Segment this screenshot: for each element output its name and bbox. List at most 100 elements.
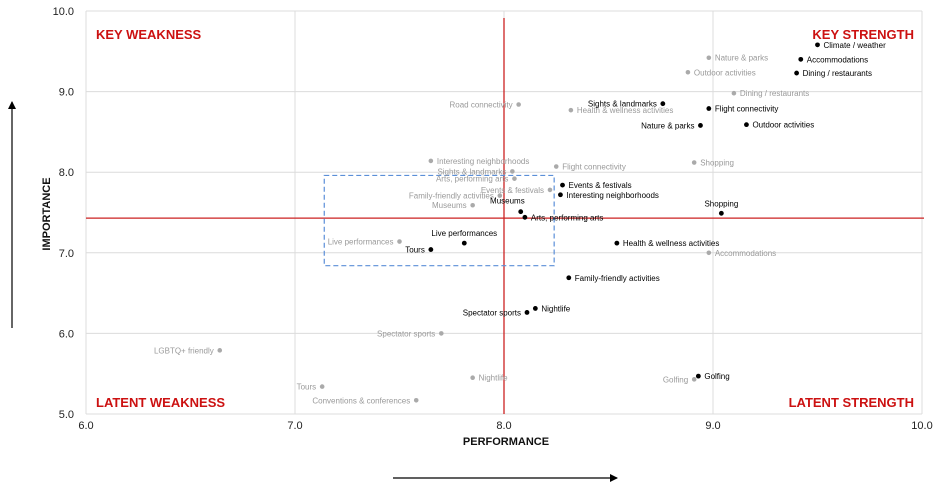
x-tick-label: 6.0: [78, 420, 93, 432]
series-layer: Nature & parks Outdoor activities Dining /…: [154, 41, 886, 405]
data-label: Conventions & conferences: [312, 396, 410, 405]
data-label: Golfing: [663, 375, 688, 384]
data-point: [614, 240, 620, 246]
data-point: [547, 187, 553, 193]
data-label: Events & festivals: [481, 186, 544, 195]
data-point: [522, 214, 528, 220]
data-label: Spectator sports: [377, 329, 435, 338]
data-point: [794, 70, 799, 76]
data-point: [560, 182, 565, 188]
data-point: [706, 250, 712, 256]
data-point: [217, 348, 223, 353]
data-label: Golfing: [704, 372, 729, 381]
data-point: [510, 169, 515, 174]
data-label: Flight connectivity: [562, 163, 626, 172]
data-point: [744, 122, 749, 128]
data-point: [512, 176, 517, 181]
data-label: Family-friendly activities: [575, 274, 660, 283]
y-tick-label: 9.0: [59, 87, 74, 99]
data-label: Arts, performing arts: [436, 175, 508, 184]
data-label: Nature & parks: [715, 54, 768, 63]
data-point: [660, 101, 666, 107]
highlight-box-layer: [323, 174, 555, 267]
x-tick-label: 7.0: [287, 420, 302, 432]
reference-lines: [86, 18, 924, 414]
data-point: [524, 310, 530, 315]
x-axis-title: PERFORMANCE: [463, 436, 549, 448]
data-label: Accommodations: [715, 249, 776, 258]
data-label: Sights & landmarks: [437, 167, 506, 176]
data-label: Interesting neighborhoods: [566, 191, 659, 200]
data-label: Climate / weather: [824, 41, 887, 50]
data-point: [695, 373, 701, 379]
x-tick-label: 8.0: [496, 420, 511, 432]
data-label: Road connectivity: [449, 100, 512, 109]
data-point: [470, 375, 475, 381]
data-point: [568, 107, 574, 113]
quadrant-label-bottom-left: LATENT WEAKNESS: [96, 395, 225, 410]
data-label: LGBTQ+ friendly: [154, 346, 214, 355]
data-point: [566, 275, 572, 281]
data-point: [518, 209, 524, 215]
data-label: Events & festivals: [569, 181, 632, 190]
data-label: Spectator sports: [463, 308, 521, 317]
data-point: [698, 123, 703, 128]
data-point: [413, 397, 419, 403]
x-tick-label: 10.0: [911, 420, 932, 432]
data-point: [428, 158, 434, 164]
data-label: Nightlife: [541, 304, 570, 313]
data-label: Health & wellness activities: [577, 106, 673, 115]
data-point: [428, 247, 434, 252]
data-label: Outdoor activities: [752, 121, 814, 130]
data-point: [731, 90, 737, 96]
data-label: Sights & landmarks: [588, 100, 657, 109]
y-axis-title: IMPORTANCE: [41, 177, 53, 250]
quadrant-label-top-left: KEY WEAKNESS: [96, 27, 202, 42]
data-point: [319, 384, 325, 389]
data-point: [439, 331, 444, 336]
data-point: [553, 164, 559, 169]
quadrant-label-top-right: KEY STRENGTH: [812, 27, 914, 42]
x-tick-label: 9.0: [705, 420, 720, 432]
data-point: [691, 377, 697, 382]
y-tick-label: 8.0: [59, 167, 74, 179]
axis-title-layer: PERFORMANCE IMPORTANCE: [8, 101, 618, 482]
data-point: [532, 306, 538, 311]
data-point: [461, 240, 467, 246]
y-tick-label: 5.0: [59, 409, 74, 421]
data-point: [706, 55, 712, 61]
data-label: Flight connectivity: [715, 105, 779, 114]
data-point: [516, 102, 521, 107]
tick-label-layer: 6.0 7.0 8.0 9.0 10.0 5.0 6.0 7.0 8.0 9.0 10.0: [53, 6, 933, 432]
data-label: Museums: [432, 201, 467, 210]
highlight-box: [323, 174, 555, 267]
data-point: [497, 193, 503, 198]
data-point: [691, 160, 697, 165]
y-tick-label: 7.0: [59, 248, 74, 260]
data-label: Accommodations: [807, 55, 868, 64]
data-label: Tours: [405, 246, 425, 255]
data-point: [685, 69, 691, 75]
data-point: [397, 239, 402, 244]
data-point: [706, 106, 712, 111]
data-label: Nature & parks: [641, 121, 694, 130]
data-label: Shopping: [704, 199, 738, 208]
data-point: [558, 192, 563, 198]
data-label: Interesting neighborhoods: [437, 157, 530, 166]
series-1: Climate / weather Accommodations Dining / …: [405, 41, 886, 381]
quadrant-label-layer: KEY WEAKNESS KEY STRENGTH LATENT WEAKNESS L…: [96, 27, 914, 410]
data-point: [798, 56, 804, 62]
data-label: Museums: [490, 197, 525, 206]
data-label: Live performances: [328, 238, 394, 247]
data-point: [718, 210, 724, 216]
data-label: Nightlife: [479, 374, 508, 383]
data-point: [470, 202, 475, 208]
data-label: Arts, performing arts: [531, 213, 603, 222]
data-label: Live performances: [431, 229, 497, 238]
data-label: Tours: [297, 383, 317, 392]
data-point: [815, 42, 820, 48]
series-0: Nature & parks Outdoor activities Dining /…: [154, 54, 809, 406]
quadrant-label-bottom-right: LATENT STRENGTH: [789, 395, 914, 410]
data-label: Family-friendly activities: [409, 192, 494, 201]
